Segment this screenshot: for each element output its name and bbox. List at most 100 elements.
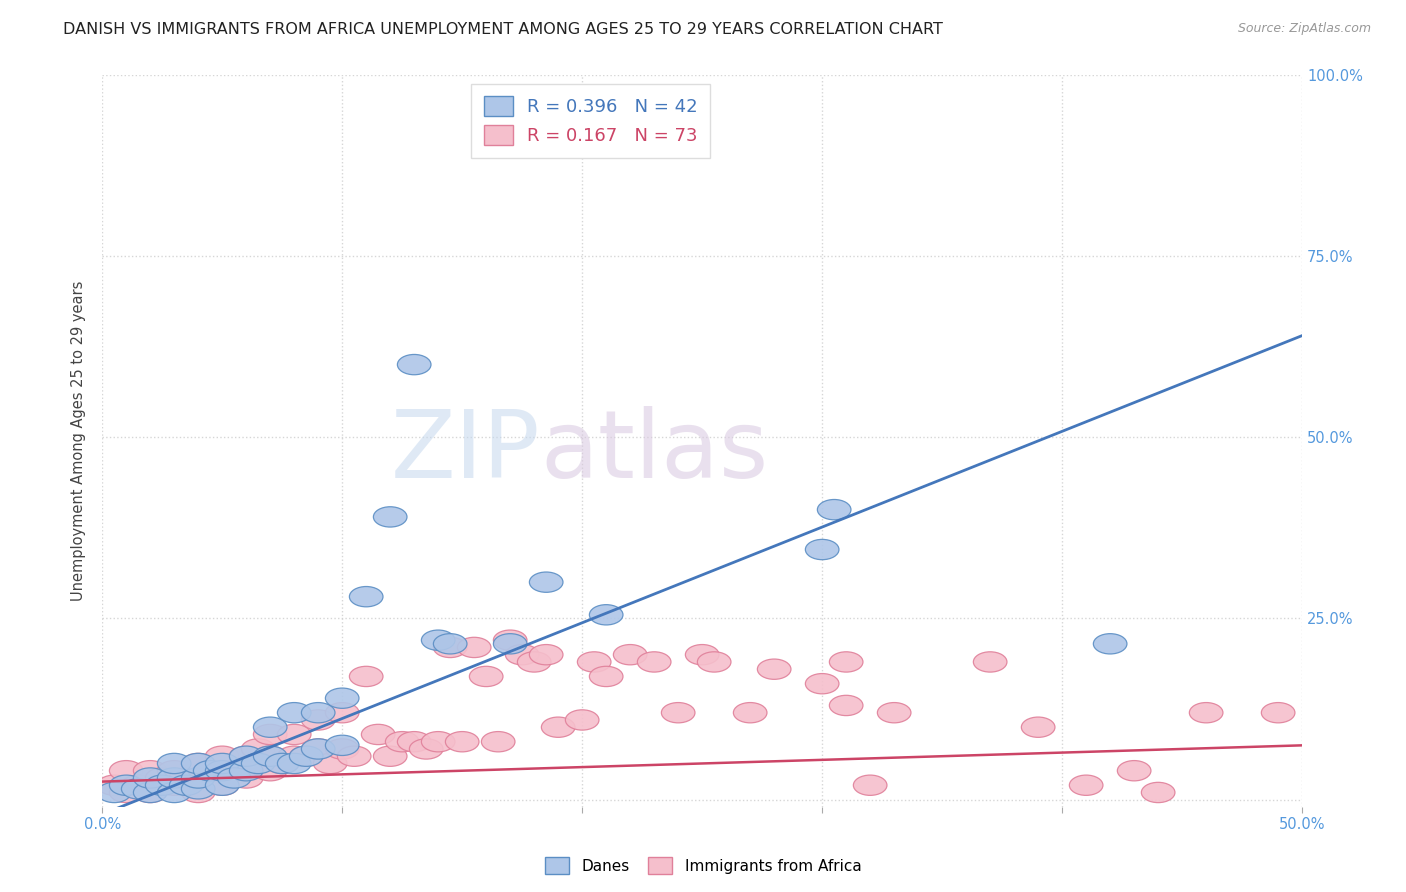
Ellipse shape xyxy=(205,761,239,780)
Ellipse shape xyxy=(218,761,252,780)
Ellipse shape xyxy=(205,775,239,796)
Ellipse shape xyxy=(817,500,851,520)
Ellipse shape xyxy=(169,775,202,796)
Ellipse shape xyxy=(350,587,382,607)
Ellipse shape xyxy=(97,782,131,803)
Ellipse shape xyxy=(110,782,143,803)
Ellipse shape xyxy=(1118,761,1152,780)
Ellipse shape xyxy=(301,710,335,731)
Ellipse shape xyxy=(277,746,311,766)
Ellipse shape xyxy=(157,768,191,789)
Ellipse shape xyxy=(97,775,131,796)
Ellipse shape xyxy=(433,633,467,654)
Ellipse shape xyxy=(398,354,432,375)
Ellipse shape xyxy=(110,775,143,796)
Ellipse shape xyxy=(301,739,335,759)
Ellipse shape xyxy=(205,746,239,766)
Ellipse shape xyxy=(565,710,599,731)
Ellipse shape xyxy=(181,768,215,789)
Ellipse shape xyxy=(229,746,263,766)
Ellipse shape xyxy=(1070,775,1102,796)
Ellipse shape xyxy=(1142,782,1175,803)
Ellipse shape xyxy=(530,645,562,665)
Ellipse shape xyxy=(134,761,167,780)
Text: Source: ZipAtlas.com: Source: ZipAtlas.com xyxy=(1237,22,1371,36)
Ellipse shape xyxy=(541,717,575,738)
Ellipse shape xyxy=(253,761,287,780)
Ellipse shape xyxy=(301,739,335,759)
Ellipse shape xyxy=(853,775,887,796)
Ellipse shape xyxy=(134,782,167,803)
Ellipse shape xyxy=(1021,717,1054,738)
Ellipse shape xyxy=(253,724,287,745)
Ellipse shape xyxy=(578,652,612,672)
Ellipse shape xyxy=(266,754,299,773)
Ellipse shape xyxy=(433,637,467,657)
Legend: Danes, Immigrants from Africa: Danes, Immigrants from Africa xyxy=(538,851,868,880)
Ellipse shape xyxy=(374,746,406,766)
Ellipse shape xyxy=(325,735,359,756)
Ellipse shape xyxy=(361,724,395,745)
Ellipse shape xyxy=(134,768,167,789)
Ellipse shape xyxy=(134,782,167,803)
Ellipse shape xyxy=(446,731,479,752)
Ellipse shape xyxy=(374,507,406,527)
Ellipse shape xyxy=(973,652,1007,672)
Ellipse shape xyxy=(277,724,311,745)
Ellipse shape xyxy=(589,605,623,625)
Ellipse shape xyxy=(205,761,239,780)
Ellipse shape xyxy=(181,779,215,799)
Ellipse shape xyxy=(314,754,347,773)
Ellipse shape xyxy=(758,659,792,680)
Ellipse shape xyxy=(229,761,263,780)
Ellipse shape xyxy=(181,768,215,789)
Ellipse shape xyxy=(145,775,179,796)
Ellipse shape xyxy=(194,761,226,780)
Ellipse shape xyxy=(494,630,527,650)
Ellipse shape xyxy=(589,666,623,687)
Ellipse shape xyxy=(517,652,551,672)
Y-axis label: Unemployment Among Ages 25 to 29 years: Unemployment Among Ages 25 to 29 years xyxy=(72,281,86,601)
Ellipse shape xyxy=(242,754,276,773)
Ellipse shape xyxy=(290,746,323,766)
Ellipse shape xyxy=(145,768,179,789)
Ellipse shape xyxy=(877,703,911,723)
Ellipse shape xyxy=(290,746,323,766)
Ellipse shape xyxy=(409,739,443,759)
Ellipse shape xyxy=(218,768,252,789)
Ellipse shape xyxy=(385,731,419,752)
Ellipse shape xyxy=(1094,633,1128,654)
Ellipse shape xyxy=(229,768,263,789)
Ellipse shape xyxy=(494,633,527,654)
Ellipse shape xyxy=(157,754,191,773)
Ellipse shape xyxy=(398,731,432,752)
Ellipse shape xyxy=(229,746,263,766)
Ellipse shape xyxy=(350,666,382,687)
Ellipse shape xyxy=(734,703,768,723)
Ellipse shape xyxy=(157,761,191,780)
Ellipse shape xyxy=(325,688,359,708)
Ellipse shape xyxy=(121,775,155,796)
Ellipse shape xyxy=(325,739,359,759)
Ellipse shape xyxy=(253,717,287,738)
Text: DANISH VS IMMIGRANTS FROM AFRICA UNEMPLOYMENT AMONG AGES 25 TO 29 YEARS CORRELAT: DANISH VS IMMIGRANTS FROM AFRICA UNEMPLO… xyxy=(63,22,943,37)
Ellipse shape xyxy=(697,652,731,672)
Ellipse shape xyxy=(205,775,239,796)
Ellipse shape xyxy=(1189,703,1223,723)
Ellipse shape xyxy=(181,782,215,803)
Ellipse shape xyxy=(470,666,503,687)
Ellipse shape xyxy=(637,652,671,672)
Ellipse shape xyxy=(205,754,239,773)
Text: ZIP: ZIP xyxy=(391,406,540,498)
Ellipse shape xyxy=(457,637,491,657)
Ellipse shape xyxy=(530,572,562,592)
Ellipse shape xyxy=(806,540,839,559)
Ellipse shape xyxy=(661,703,695,723)
Ellipse shape xyxy=(422,731,456,752)
Ellipse shape xyxy=(613,645,647,665)
Ellipse shape xyxy=(157,782,191,803)
Ellipse shape xyxy=(481,731,515,752)
Ellipse shape xyxy=(181,754,215,773)
Ellipse shape xyxy=(121,779,155,799)
Ellipse shape xyxy=(169,768,202,789)
